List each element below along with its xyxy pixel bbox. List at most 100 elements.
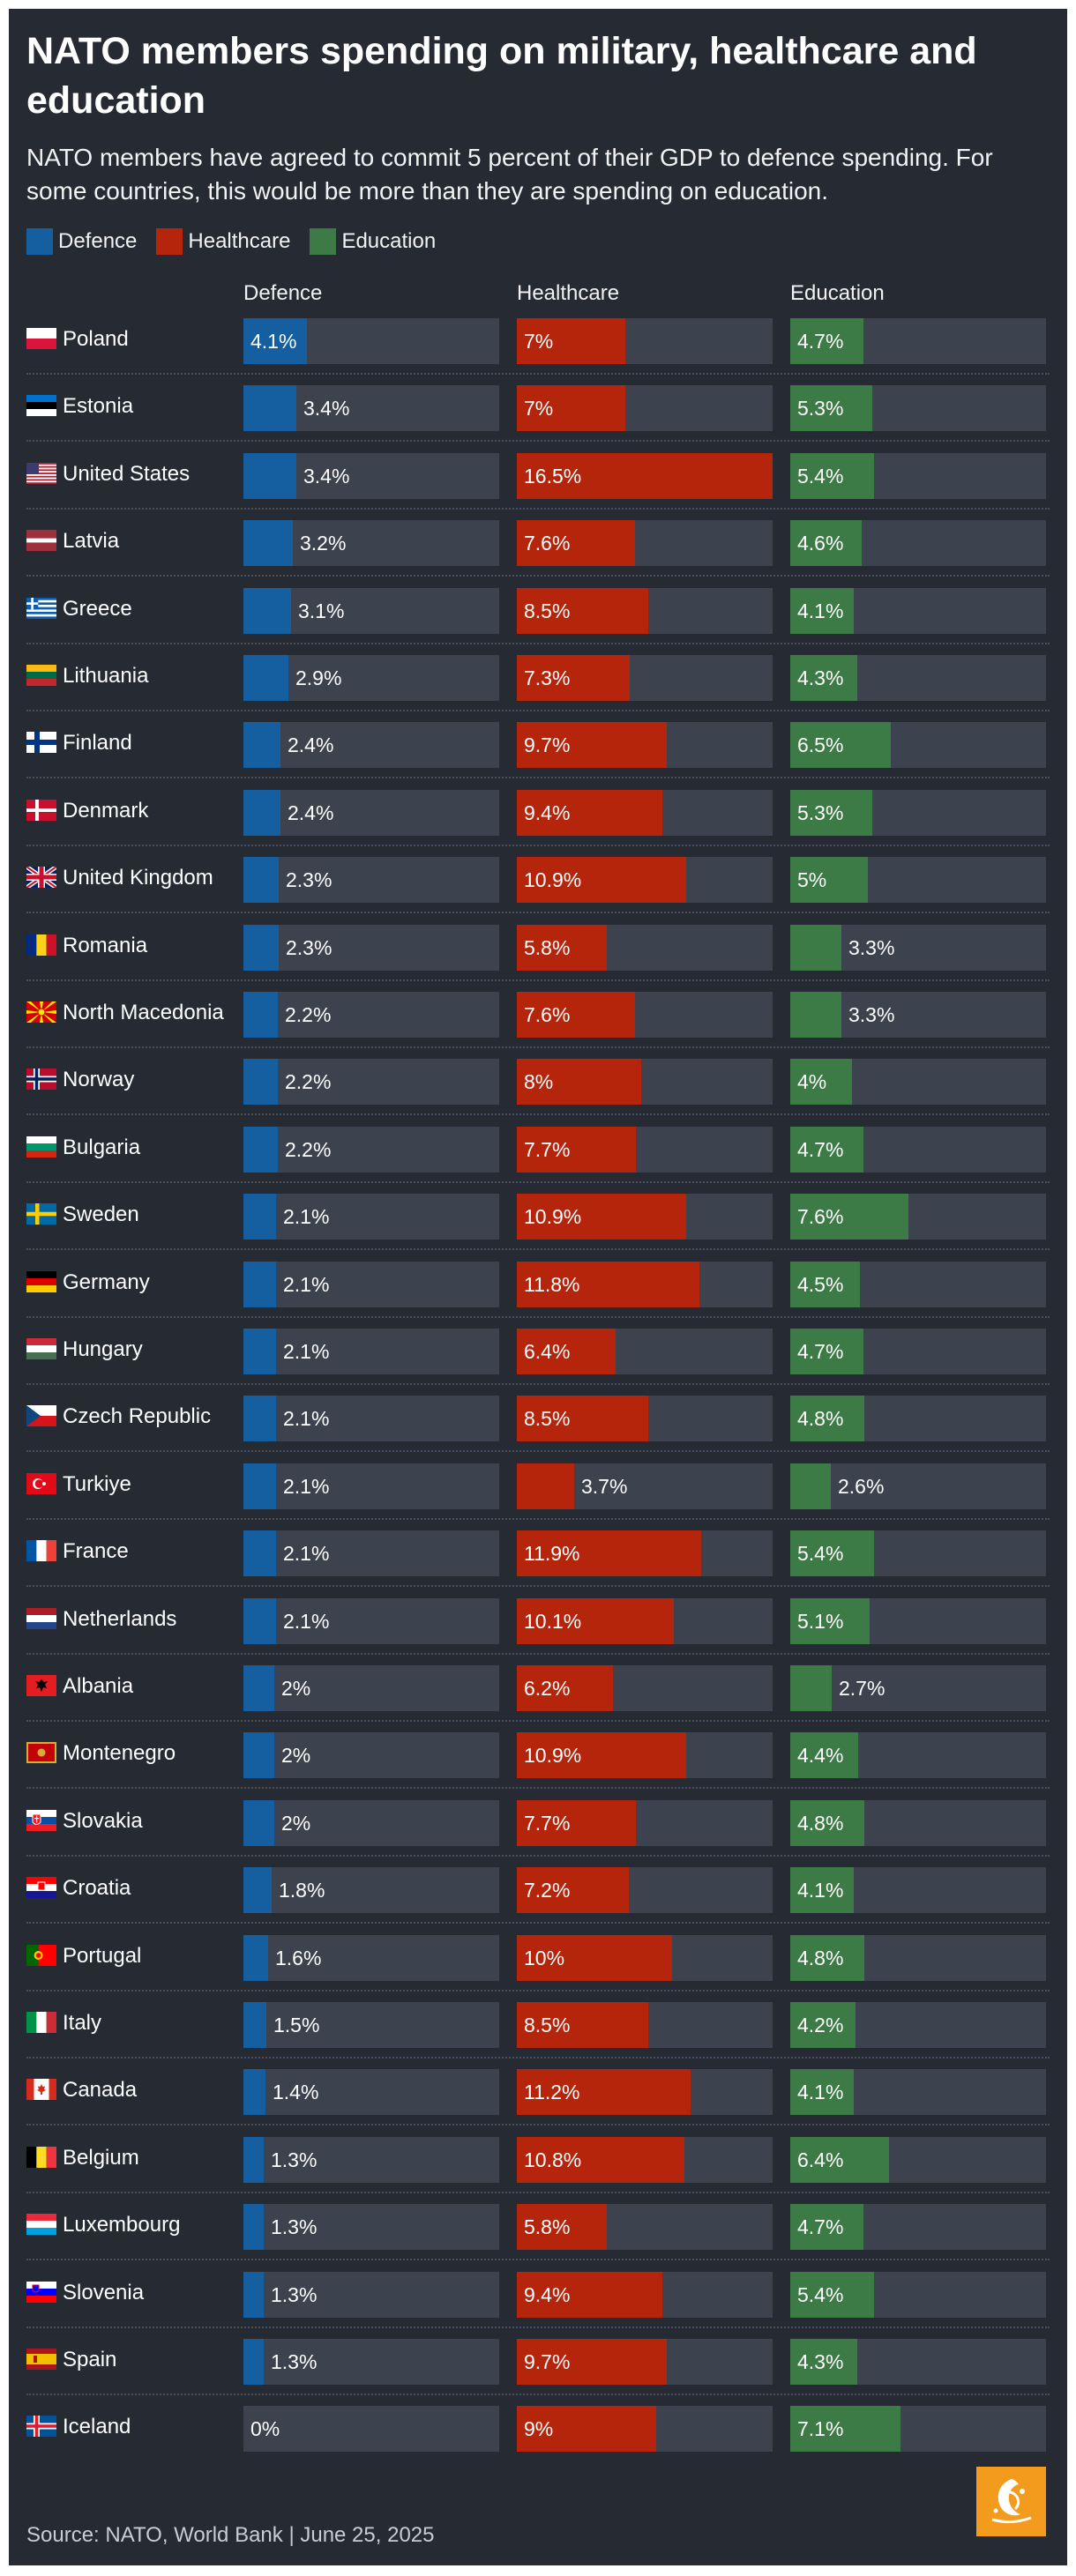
table-row: United States 3.4% 16.5% 5.4% (26, 442, 1050, 510)
healthcare-value-label: 6.2% (524, 1677, 571, 1700)
education-bar (790, 1261, 860, 1307)
education-bar-track: 4.2% (790, 2002, 1046, 2048)
healthcare-bar-track: 9.7% (517, 2339, 773, 2385)
defence-bar (243, 1597, 276, 1644)
education-value-label: 5.3% (797, 800, 844, 824)
country-label: Luxembourg (63, 2213, 181, 2237)
iceland-flag-icon (26, 2416, 56, 2438)
table-row: Romania 2.3% 5.8% 3.3% (26, 913, 1050, 981)
education-bar (790, 924, 841, 971)
education-bar-track: 4.7% (790, 1329, 1046, 1374)
healthcare-bar-track: 9.4% (517, 2271, 773, 2318)
defence-bar-track: 2.4% (243, 722, 499, 769)
healthcare-bar-track: 7% (517, 318, 773, 364)
table-row: Croatia 1.8% 7.2% 4.1% (26, 1856, 1050, 1925)
country-label: United States (63, 461, 191, 486)
healthcare-value-label: 9.7% (524, 2350, 571, 2373)
education-value-label: 5% (797, 868, 827, 892)
education-bar (790, 2136, 889, 2183)
table-row: Estonia 3.4% 7% 5.3% (26, 374, 1050, 443)
defence-bar-track: 2.1% (243, 1329, 499, 1374)
education-bar-track: 4.5% (790, 1261, 1046, 1307)
defence-bar (243, 452, 296, 499)
education-value-label: 4.2% (797, 2014, 844, 2036)
healthcare-bar-track: 7.7% (517, 1126, 773, 1173)
healthcare-value-label: 8.5% (524, 2014, 571, 2036)
healthcare-bar-track: 3.7% (517, 1463, 773, 1509)
healthcare-bar (517, 1934, 672, 1981)
country-label: Germany (63, 1269, 150, 1294)
row-divider (26, 1113, 1050, 1116)
country-label: Bulgaria (63, 1135, 141, 1159)
table-row: Turkiye 2.1% 3.7% 2.6% (26, 1452, 1050, 1520)
education-bar (790, 1530, 874, 1577)
healthcare-value-label: 9% (524, 2417, 554, 2441)
education-bar (790, 1329, 863, 1374)
healthcare-bar-track: 7% (517, 385, 773, 432)
education-bar (790, 655, 857, 701)
row-divider (26, 1585, 1050, 1588)
legend-item-defence: Defence (26, 228, 137, 255)
table-row: Finland 2.4% 9.7% 6.5% (26, 711, 1050, 779)
defence-bar (243, 1396, 276, 1442)
healthcare-value-label: 7.7% (524, 1811, 571, 1835)
healthcare-bar (517, 924, 607, 971)
education-value-label: 4.1% (797, 2081, 844, 2104)
defence-value-label: 2.3% (286, 868, 333, 892)
healthcare-value-label: 7.7% (524, 1137, 571, 1161)
country-label: Slovenia (63, 2280, 145, 2304)
education-bar (790, 1799, 864, 1846)
education-bar-track: 4.1% (790, 587, 1046, 634)
defence-bar (243, 385, 296, 432)
country-label: Canada (63, 2078, 138, 2103)
defence-value-label: 2.1% (283, 1205, 330, 1229)
education-bar (790, 1059, 852, 1106)
healthcare-value-label: 8% (524, 1070, 554, 1094)
defence-bar (243, 1261, 276, 1307)
healthcare-value-label: 7.6% (524, 1003, 571, 1026)
country-label: Czech Republic (63, 1404, 212, 1429)
defence-value-label: 2.1% (283, 1542, 330, 1566)
country-label: Netherlands (63, 1606, 177, 1631)
education-bar (790, 2002, 856, 2048)
defence-value-label: 1.6% (275, 1946, 322, 1969)
education-bar-track: 2.6% (790, 1463, 1046, 1509)
healthcare-bar (517, 1396, 648, 1442)
healthcare-bar-track: 5.8% (517, 924, 773, 971)
education-value-label: 4.1% (797, 599, 844, 622)
table-row: Slovakia 2% 7.7% 4.8% (26, 1789, 1050, 1857)
montenegro-flag-icon (26, 1742, 56, 1764)
table-row: Portugal 1.6% 10% 4.8% (26, 1924, 1050, 1992)
education-value-label: 4.3% (797, 666, 844, 689)
education-bar (790, 857, 868, 904)
defence-bar-track: 3.4% (243, 385, 499, 432)
healthcare-bar-track: 10.9% (517, 1732, 773, 1779)
bulgaria-flag-icon (26, 1135, 56, 1158)
north-macedonia-flag-icon (26, 1001, 56, 1023)
table-row: North Macedonia 2.2% 7.6% 3.3% (26, 980, 1050, 1048)
education-value-label: 5.4% (797, 1542, 844, 1566)
education-bar (790, 2271, 874, 2318)
table-row: Iceland 0% 9% 7.1% (26, 2394, 1050, 2461)
healthcare-bar (517, 318, 625, 364)
defence-value-label: 1.3% (271, 2148, 318, 2171)
defence-bar (243, 1126, 278, 1173)
healthcare-value-label: 8.5% (524, 1407, 571, 1431)
legend-label-defence: Defence (58, 229, 138, 253)
al-jazeera-logo-icon (976, 2467, 1046, 2536)
education-bar (790, 1463, 831, 1509)
table-row: Belgium 1.3% 10.8% 6.4% (26, 2126, 1050, 2193)
healthcare-value-label: 10.1% (524, 1609, 582, 1633)
defence-bar (243, 857, 279, 904)
row-divider (26, 642, 1050, 644)
table-row: Norway 2.2% 8% 4% (26, 1047, 1050, 1116)
row-divider (26, 2191, 1050, 2193)
country-label: Slovakia (63, 1808, 143, 1833)
education-value-label: 2.7% (839, 1677, 885, 1700)
row-divider (26, 373, 1050, 375)
hungary-flag-icon (26, 1338, 56, 1359)
table-row: Albania 2% 6.2% 2.7% (26, 1654, 1050, 1722)
row-divider (26, 1989, 1050, 1992)
defence-value-label: 2% (281, 1677, 311, 1700)
latvia-flag-icon (26, 530, 56, 552)
